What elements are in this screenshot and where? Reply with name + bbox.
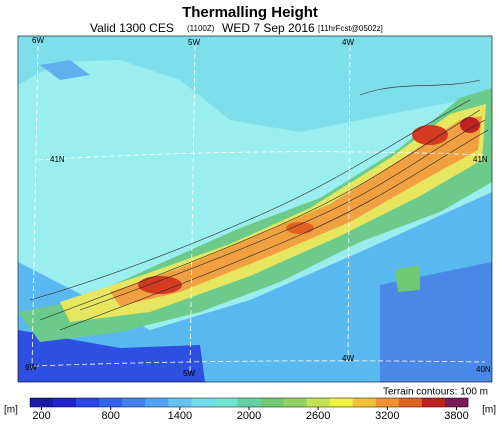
colorbar-segment	[444, 398, 469, 407]
colorbar-segment	[122, 398, 146, 407]
grid-label: 6W	[25, 363, 37, 372]
peak	[412, 125, 448, 145]
grid-label: 6W	[32, 36, 44, 45]
grid-label: 40N	[476, 365, 491, 374]
colorbar-segment	[30, 398, 54, 407]
peak	[138, 276, 182, 294]
map	[17, 35, 493, 383]
colorbar-segment	[214, 398, 238, 407]
tick-label: 3200	[375, 410, 399, 422]
grid-label: 5W	[183, 369, 195, 378]
grid-label: 41N	[473, 155, 488, 164]
colorbar-segment	[99, 398, 123, 407]
date: WED 7 Sep 2016	[222, 21, 315, 35]
unit: [m]	[482, 405, 496, 416]
ridge-high	[60, 104, 486, 322]
terrain-note: Terrain contours: 100 m	[383, 387, 488, 398]
patch	[395, 265, 420, 292]
peak	[460, 117, 480, 133]
tick-label: 3800	[444, 410, 468, 422]
tick-label: 200	[32, 410, 50, 422]
colorbar-segment	[53, 398, 77, 407]
title: Thermalling Height	[182, 4, 318, 21]
patch	[40, 60, 90, 80]
map-frame	[17, 35, 493, 383]
colorbar-segment	[260, 398, 284, 407]
grid-label: 5W	[188, 38, 200, 47]
colorbar-segment	[283, 398, 307, 407]
graticule	[31, 45, 486, 373]
colorbar-segment	[168, 398, 192, 407]
colorbar-segment	[421, 398, 446, 407]
unit: [m]	[4, 405, 18, 416]
low-blue	[18, 330, 205, 382]
colorbar: 200 800 1400 2000 2600 3200 3800	[29, 397, 469, 422]
colorbar-segment	[352, 398, 377, 407]
valid: Valid 1300 CES	[90, 21, 174, 35]
low-blue-east	[380, 262, 492, 382]
colorbar-segment	[306, 398, 330, 407]
peak	[286, 222, 314, 234]
utc: (1100Z)	[187, 24, 215, 33]
colorbar-segment	[398, 398, 423, 407]
grid-label: 4W	[342, 354, 354, 363]
colorbar-segment	[329, 398, 354, 407]
tick-label: 1400	[168, 410, 192, 422]
tick-label: 2000	[237, 410, 261, 422]
colorbar-segment	[191, 398, 215, 407]
colorbar-segment	[237, 398, 261, 407]
forecast: [11hrFcst@0502z]	[318, 24, 383, 33]
ridge-peak	[110, 116, 482, 306]
colorbar-segment	[375, 398, 400, 407]
upper-region	[18, 36, 492, 132]
grid-label: 4W	[342, 38, 354, 47]
grid-label: 41N	[50, 155, 65, 164]
colorbar-segment	[145, 398, 169, 407]
tick-label: 2600	[306, 410, 330, 422]
contours	[29, 79, 489, 331]
colorbar-segment	[76, 398, 100, 407]
tick-label: 800	[102, 410, 120, 422]
lower-region	[18, 192, 492, 382]
